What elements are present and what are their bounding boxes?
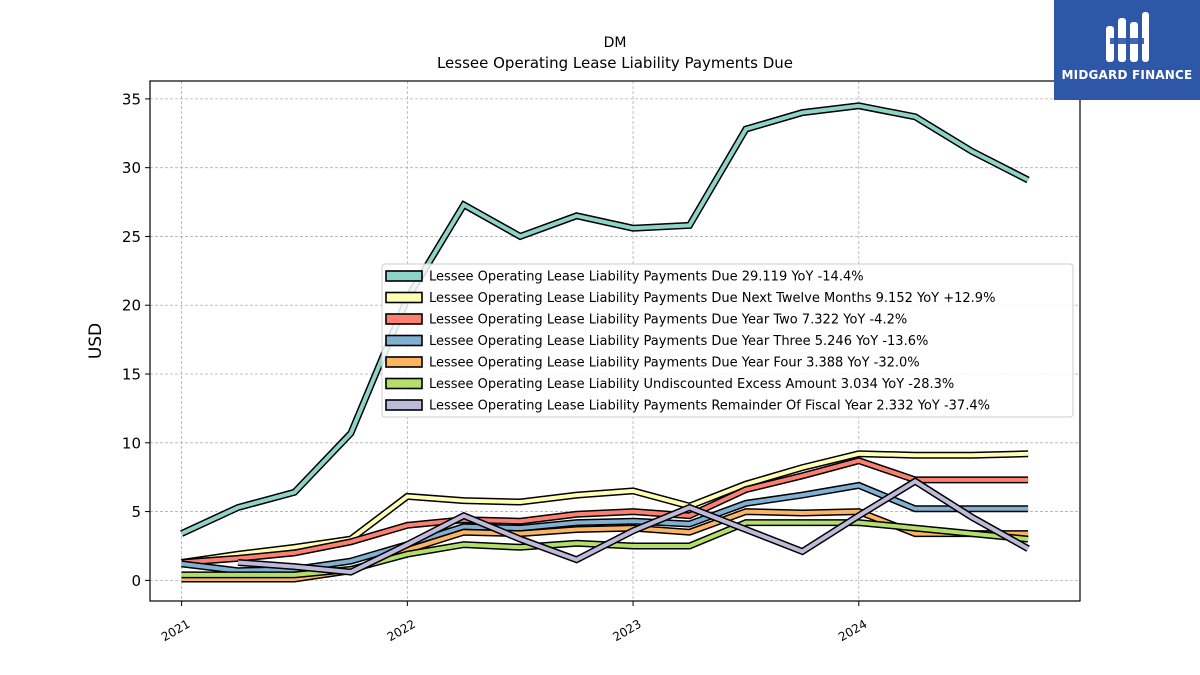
series-line — [181, 457, 1029, 566]
legend-item: Lessee Operating Lease Liability Payment… — [385, 291, 995, 306]
y-tick-label: 15 — [122, 366, 141, 384]
series-line — [181, 450, 1029, 566]
y-tick-label: 10 — [122, 434, 141, 452]
plot-frame — [149, 80, 1081, 602]
y-tick-label: 30 — [122, 159, 141, 177]
x-tick-label: 2021 — [159, 617, 192, 644]
series-line-stroke — [180, 103, 1030, 536]
brand-name: MIDGARD FINANCE — [1061, 68, 1193, 82]
legend-label: Lessee Operating Lease Liability Payment… — [429, 270, 864, 285]
legend-swatch — [385, 291, 423, 304]
legend-label: Lessee Operating Lease Liability Payment… — [429, 313, 907, 328]
logo-mark-icon — [1106, 12, 1149, 62]
x-tick-label: 2022 — [385, 617, 418, 644]
brand-logo: MIDGARD FINANCE — [1054, 0, 1200, 100]
y-axis-label: USD — [86, 323, 106, 359]
y-tick-label: 5 — [131, 503, 141, 521]
legend-box — [381, 263, 1074, 418]
legend-item: Lessee Operating Lease Liability Payment… — [385, 334, 928, 349]
series-line-stroke — [181, 451, 1029, 565]
x-axis: 2021 2022 2023 2024 — [159, 601, 870, 644]
legend-item: Lessee Operating Lease Liability Payment… — [385, 313, 907, 328]
legend-label: Lessee Operating Lease Liability Payment… — [429, 399, 990, 414]
legend-item: Lessee Operating Lease Liability Payment… — [385, 399, 990, 414]
legend-label: Lessee Operating Lease Liability Payment… — [429, 356, 920, 371]
legend-swatch — [385, 270, 423, 282]
legend-item: Lessee Operating Lease Liability Payment… — [385, 270, 864, 285]
chart-subtitle: Lessee Operating Lease Liability Payment… — [437, 54, 793, 72]
y-tick-label: 35 — [122, 90, 141, 108]
series-line — [237, 477, 1030, 576]
chart-title: DM — [604, 35, 627, 51]
series-line — [180, 102, 1030, 537]
legend-swatch — [385, 399, 423, 411]
y-tick-label: 25 — [122, 228, 141, 246]
x-tick-label: 2023 — [610, 617, 643, 644]
y-axis: 0 5 10 15 20 25 30 35 — [122, 90, 150, 590]
y-tick-label: 0 — [131, 572, 141, 590]
legend-swatch — [385, 377, 423, 390]
legend-label: Lessee Operating Lease Liability Payment… — [429, 291, 995, 306]
legend-swatch — [385, 356, 423, 368]
x-tick-label: 2024 — [836, 617, 869, 644]
series-layer — [180, 102, 1030, 583]
legend-swatch — [385, 313, 423, 325]
y-tick-label: 20 — [122, 297, 141, 315]
legend-label: Lessee Operating Lease Liability Payment… — [429, 334, 928, 349]
series-line-stroke — [181, 458, 1029, 565]
legend-swatch — [385, 334, 423, 347]
legend: Lessee Operating Lease Liability Payment… — [381, 263, 1074, 418]
legend-label: Lessee Operating Lease Liability Undisco… — [429, 377, 954, 392]
series-line-stroke — [237, 478, 1030, 575]
legend-item: Lessee Operating Lease Liability Payment… — [385, 356, 920, 371]
legend-item: Lessee Operating Lease Liability Undisco… — [385, 377, 954, 392]
